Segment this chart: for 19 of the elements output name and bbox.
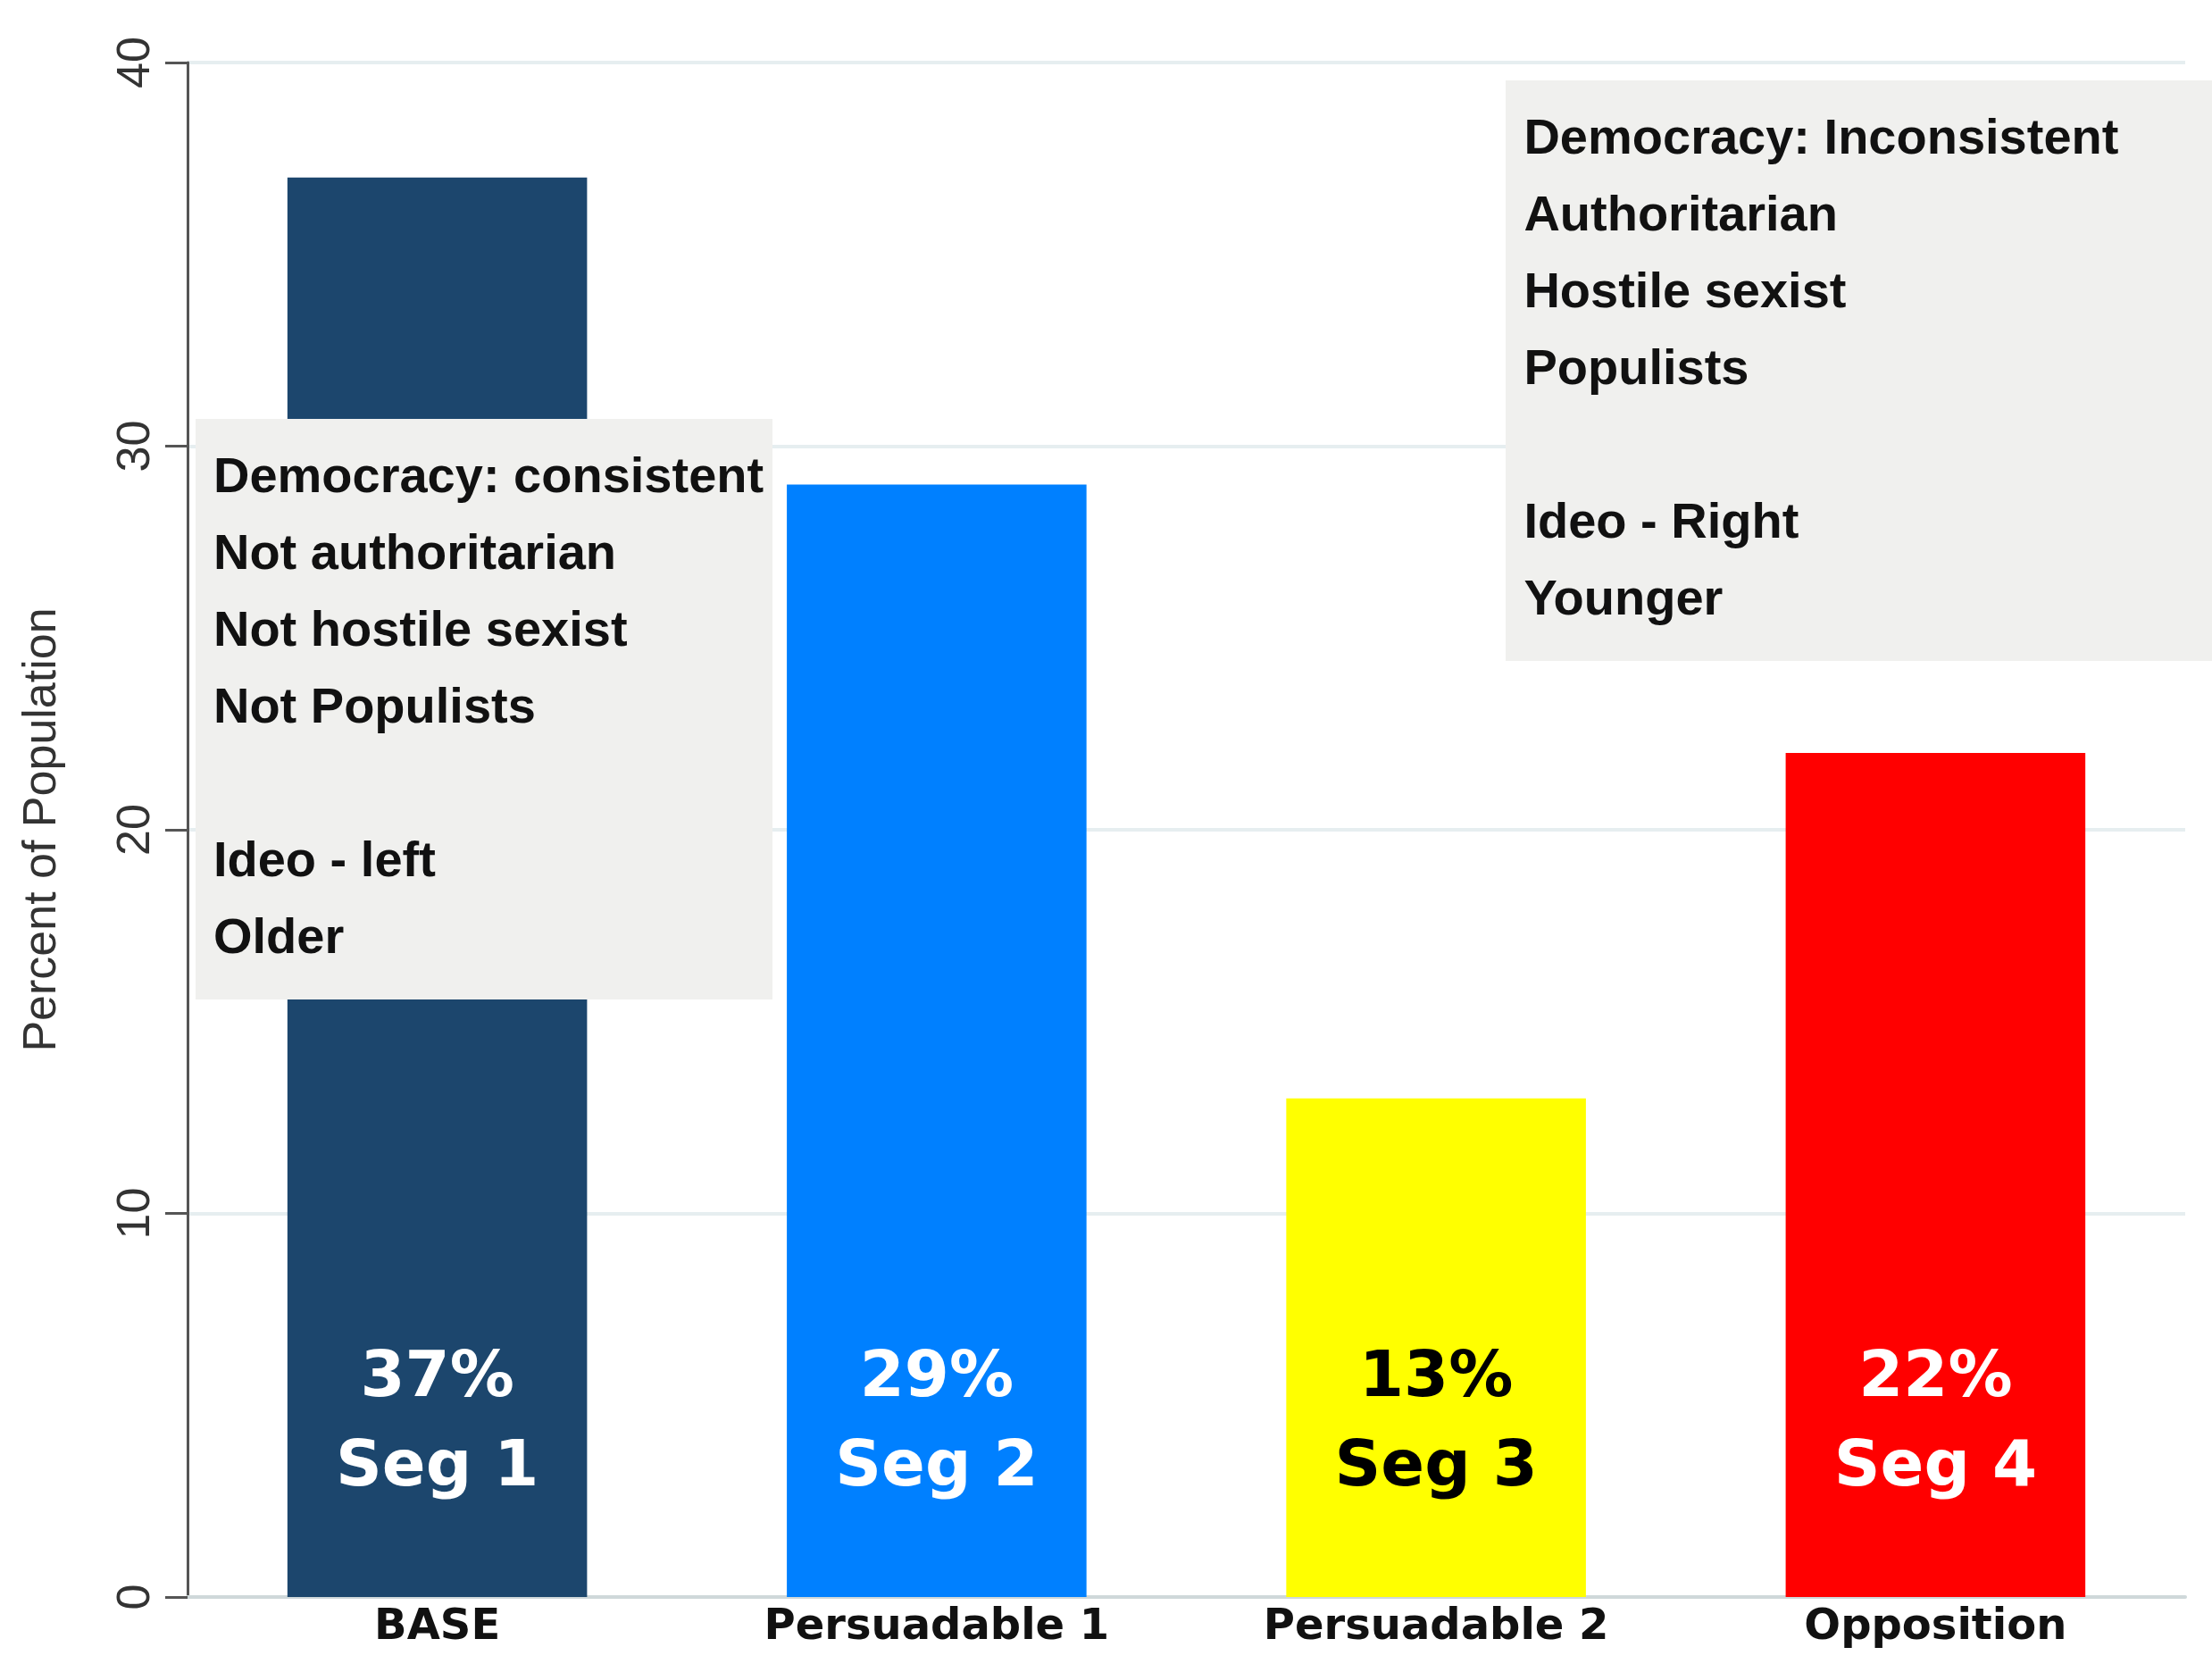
x-tick-label: Persuadable 1 — [764, 1599, 1110, 1649]
data-label: 37% Seg 1 — [335, 1336, 539, 1501]
x-tick-label: BASE — [374, 1599, 501, 1649]
y-tick-label: 20 — [107, 804, 159, 856]
y-tick-label: 10 — [107, 1187, 159, 1240]
y-axis-title: Percent of Population — [13, 607, 65, 1052]
data-label: 22% Seg 4 — [1833, 1336, 2038, 1501]
y-tick-label: 40 — [107, 37, 159, 88]
x-tick-label: Persuadable 2 — [1263, 1599, 1609, 1649]
data-label: 29% Seg 2 — [835, 1336, 1039, 1501]
bar — [1785, 753, 2086, 1597]
note-box: Democracy: consistent Not authoritarian Not hostile sexist Not Populists Ideo - left Older — [195, 419, 773, 999]
bar — [787, 484, 1087, 1597]
y-tick-label: 0 — [107, 1584, 159, 1610]
data-label: 13% Seg 3 — [1334, 1336, 1538, 1501]
bar — [1286, 1098, 1586, 1597]
x-tick-label: Opposition — [1804, 1599, 2067, 1649]
note-box: Democracy: Inconsistent Authoritarian Hostile sexist Populists Ideo - Right Younger — [1506, 80, 2212, 661]
y-tick-label: 30 — [107, 420, 159, 472]
